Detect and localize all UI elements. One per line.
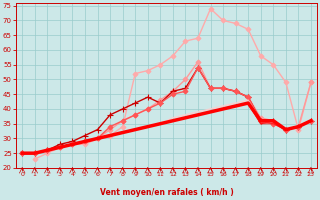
X-axis label: Vent moyen/en rafales ( km/h ): Vent moyen/en rafales ( km/h ) (100, 188, 234, 197)
